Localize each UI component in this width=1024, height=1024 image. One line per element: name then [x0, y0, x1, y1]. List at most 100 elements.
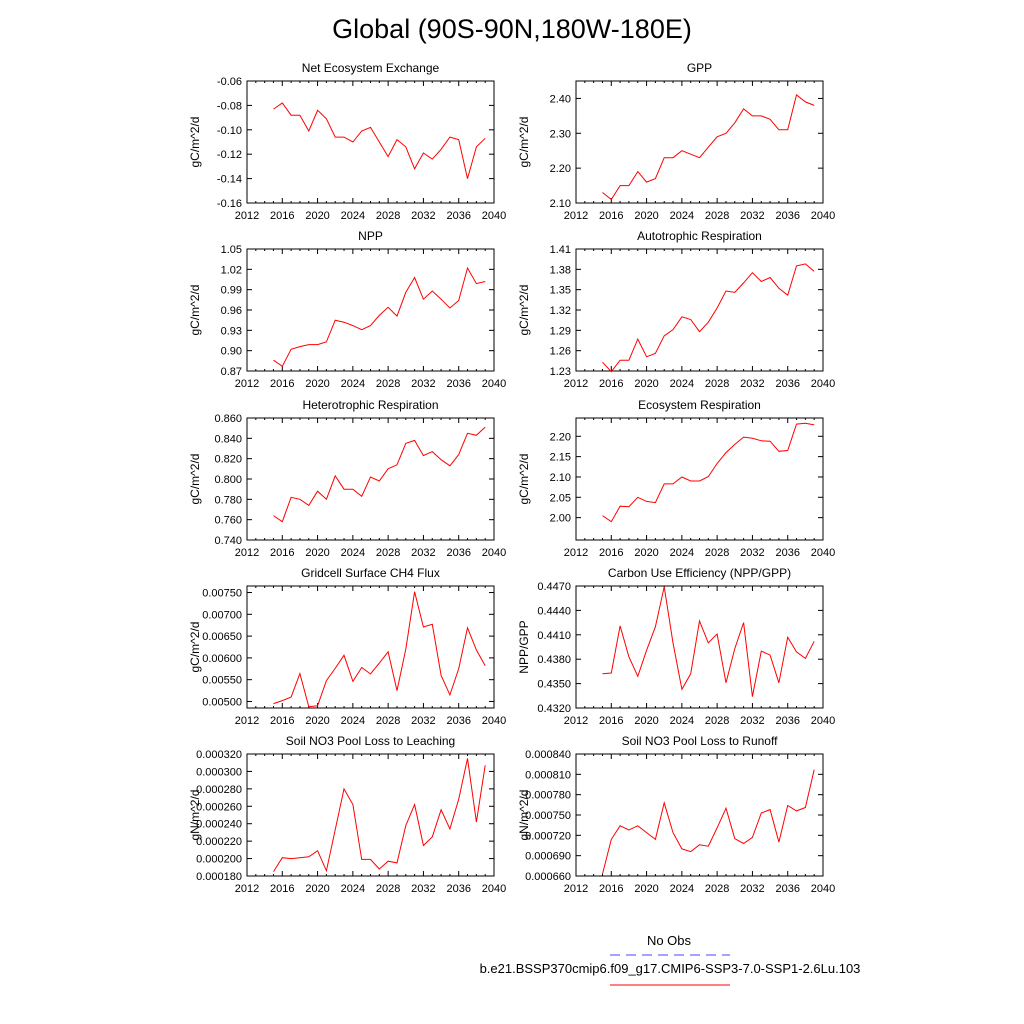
y-tick-label: 0.840: [214, 433, 242, 445]
x-tick-label: 2036: [446, 210, 470, 222]
panel-7: Carbon Use Efficiency (NPP/GPP) NPP/GPP 20…: [517, 566, 835, 727]
x-tick-label: 2012: [564, 715, 588, 727]
y-tick-label: -0.08: [217, 100, 242, 112]
x-tick-label: 2016: [270, 883, 294, 895]
x-tick-label: 2024: [341, 883, 365, 895]
x-tick-label: 2040: [811, 883, 835, 895]
x-tick-label: 2040: [811, 547, 835, 559]
series-line: [273, 758, 486, 873]
y-tick-label: 0.93: [221, 325, 242, 337]
y-tick-label: 0.000180: [196, 871, 242, 883]
x-tick-label: 2020: [305, 210, 329, 222]
y-tick-label: 2.00: [550, 513, 571, 525]
series-line: [273, 102, 486, 179]
x-tick-label: 2012: [564, 378, 588, 390]
x-tick-label: 2036: [775, 715, 799, 727]
y-axis-label: gC/m^2/d: [517, 285, 531, 336]
x-tick-label: 2028: [376, 210, 400, 222]
panel-1: GPP gC/m^2/d 2012 2016 2020 2024 2028 2032 2036 2…: [517, 61, 835, 222]
series-line: [273, 426, 486, 523]
y-tick-label: 0.000660: [525, 871, 571, 883]
y-tick-label: 0.000320: [196, 749, 242, 761]
legend-label-no-obs: No Obs: [646, 933, 692, 948]
y-tick-label: 2.40: [550, 93, 571, 105]
y-tick-label: -0.12: [217, 149, 242, 161]
x-tick-label: 2012: [564, 883, 588, 895]
x-tick-label: 2036: [446, 547, 470, 559]
y-tick-label: 0.000200: [196, 854, 242, 866]
series-line: [273, 266, 486, 368]
x-tick-label: 2016: [599, 715, 623, 727]
y-axis-label: gN/m^2/d: [517, 790, 531, 841]
y-axis-label: gC/m^2/d: [517, 454, 531, 505]
y-tick-label: 2.10: [550, 198, 571, 210]
x-tick-label: 2012: [235, 715, 259, 727]
x-tick-label: 2012: [235, 210, 259, 222]
y-axis-label: gC/m^2/d: [188, 622, 202, 673]
x-tick-label: 2024: [341, 547, 365, 559]
y-tick-label: 0.000810: [525, 769, 571, 781]
x-tick-label: 2024: [670, 547, 694, 559]
y-tick-label: 0.00500: [202, 696, 242, 708]
x-tick-label: 2040: [482, 715, 506, 727]
y-tick-label: 0.780: [214, 494, 242, 506]
y-tick-label: 1.26: [550, 346, 571, 358]
x-tick-label: 2040: [482, 378, 506, 390]
y-tick-label: 0.00550: [202, 675, 242, 687]
x-tick-label: 2028: [376, 715, 400, 727]
y-tick-label: 1.29: [550, 325, 571, 337]
series-line: [602, 94, 815, 201]
y-tick-label: 0.87: [221, 366, 242, 378]
panel-5: Ecosystem Respiration gC/m^2/d 2012 2016 202…: [517, 398, 835, 559]
y-axis-label: NPP/GPP: [517, 620, 531, 673]
panel-title: Net Ecosystem Exchange: [302, 61, 440, 75]
y-tick-label: 2.10: [550, 472, 571, 484]
x-tick-label: 2028: [376, 547, 400, 559]
y-tick-label: 1.32: [550, 305, 571, 317]
x-tick-label: 2016: [599, 883, 623, 895]
x-tick-label: 2032: [411, 378, 435, 390]
y-tick-label: 0.820: [214, 454, 242, 466]
x-tick-label: 2028: [705, 883, 729, 895]
x-tick-label: 2024: [670, 715, 694, 727]
x-tick-label: 2032: [411, 547, 435, 559]
y-tick-label: 0.4470: [537, 581, 571, 593]
y-tick-label: 0.000220: [196, 836, 242, 848]
y-axis-label: gC/m^2/d: [188, 117, 202, 168]
x-tick-label: 2016: [599, 547, 623, 559]
y-tick-label: 1.02: [221, 264, 242, 276]
x-tick-label: 2016: [599, 378, 623, 390]
x-tick-label: 2040: [811, 210, 835, 222]
x-tick-label: 2020: [634, 547, 658, 559]
x-tick-label: 2020: [305, 883, 329, 895]
panel-8: Soil NO3 Pool Loss to Leaching gN/m^2/d 20…: [188, 734, 506, 895]
y-tick-label: 0.96: [221, 305, 242, 317]
y-tick-label: 0.000750: [525, 810, 571, 822]
panel-0: Net Ecosystem Exchange gC/m^2/d 2012 2016 20…: [188, 61, 506, 222]
x-tick-label: 2016: [599, 210, 623, 222]
x-tick-label: 2020: [305, 715, 329, 727]
legend-label-run: b.e21.BSSP370cmip6.f09_g17.CMIP6-SSP3-7.…: [479, 961, 861, 976]
x-tick-label: 2036: [446, 715, 470, 727]
y-tick-label: 0.000780: [525, 790, 571, 802]
y-tick-label: 0.000260: [196, 801, 242, 813]
x-tick-label: 2024: [341, 210, 365, 222]
y-tick-label: 0.4350: [537, 679, 571, 691]
x-tick-label: 2016: [270, 547, 294, 559]
x-tick-label: 2032: [411, 210, 435, 222]
series-line: [602, 769, 815, 875]
x-tick-label: 2024: [670, 210, 694, 222]
x-tick-label: 2040: [482, 883, 506, 895]
y-tick-label: 1.35: [550, 285, 571, 297]
y-tick-label: 2.05: [550, 492, 571, 504]
x-tick-label: 2024: [670, 378, 694, 390]
y-tick-label: 0.90: [221, 346, 242, 358]
series-line: [602, 422, 815, 523]
x-tick-label: 2028: [705, 715, 729, 727]
y-tick-label: -0.06: [217, 76, 242, 88]
x-tick-label: 2012: [235, 547, 259, 559]
x-tick-label: 2012: [235, 378, 259, 390]
y-tick-label: 1.05: [221, 244, 242, 256]
